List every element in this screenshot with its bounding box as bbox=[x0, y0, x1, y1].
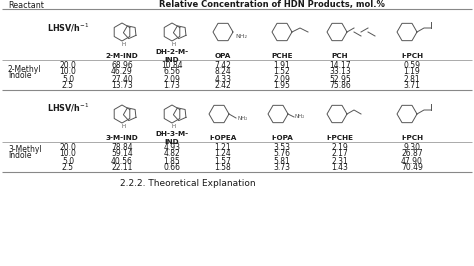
Text: 1.43: 1.43 bbox=[331, 164, 348, 172]
Text: i-PCHE: i-PCHE bbox=[327, 135, 354, 141]
Text: 2.2.2. Theoretical Explanation: 2.2.2. Theoretical Explanation bbox=[120, 180, 255, 189]
Text: 1.24: 1.24 bbox=[215, 149, 231, 159]
Text: PCH: PCH bbox=[332, 53, 348, 59]
Text: 59.14: 59.14 bbox=[111, 149, 133, 159]
Text: 52.95: 52.95 bbox=[329, 74, 351, 84]
Text: 68.96: 68.96 bbox=[111, 60, 133, 69]
Text: i-PCH: i-PCH bbox=[401, 135, 423, 141]
Text: 33.13: 33.13 bbox=[329, 68, 351, 77]
Text: LHSV/h$^{-1}$: LHSV/h$^{-1}$ bbox=[47, 102, 89, 114]
Text: 2.5: 2.5 bbox=[62, 81, 74, 90]
Text: Indole: Indole bbox=[8, 70, 31, 80]
Text: 2.19: 2.19 bbox=[332, 143, 348, 152]
Text: 20.0: 20.0 bbox=[60, 143, 76, 152]
Text: 1.91: 1.91 bbox=[273, 60, 291, 69]
Text: 46.29: 46.29 bbox=[111, 68, 133, 77]
Text: 40.56: 40.56 bbox=[111, 156, 133, 165]
Text: 1.57: 1.57 bbox=[215, 156, 231, 165]
Text: DH-3-M-
IND: DH-3-M- IND bbox=[155, 131, 189, 144]
Text: 5.81: 5.81 bbox=[273, 156, 291, 165]
Text: NH₂: NH₂ bbox=[238, 115, 248, 120]
Text: 10.0: 10.0 bbox=[60, 149, 76, 159]
Text: 22.11: 22.11 bbox=[111, 164, 133, 172]
Text: 2.42: 2.42 bbox=[215, 81, 231, 90]
Text: 2.31: 2.31 bbox=[332, 156, 348, 165]
Text: 4.93: 4.93 bbox=[164, 143, 181, 152]
Text: Reactant: Reactant bbox=[8, 1, 44, 10]
Text: i-OPA: i-OPA bbox=[271, 135, 293, 141]
Text: 3.73: 3.73 bbox=[273, 164, 291, 172]
Text: 14.17: 14.17 bbox=[329, 60, 351, 69]
Text: 2.5: 2.5 bbox=[62, 164, 74, 172]
Text: i-PCH: i-PCH bbox=[401, 53, 423, 59]
Text: 5.0: 5.0 bbox=[62, 156, 74, 165]
Text: H: H bbox=[172, 124, 176, 130]
Text: 13.73: 13.73 bbox=[111, 81, 133, 90]
Text: 0.66: 0.66 bbox=[164, 164, 181, 172]
Text: 2.81: 2.81 bbox=[404, 74, 420, 84]
Text: OPA: OPA bbox=[215, 53, 231, 59]
Text: 75.86: 75.86 bbox=[329, 81, 351, 90]
Text: H: H bbox=[172, 43, 176, 48]
Text: 8.24: 8.24 bbox=[215, 68, 231, 77]
Text: 1.85: 1.85 bbox=[164, 156, 181, 165]
Text: 1.73: 1.73 bbox=[164, 81, 181, 90]
Text: 2-M-IND: 2-M-IND bbox=[106, 53, 138, 59]
Text: LHSV/h$^{-1}$: LHSV/h$^{-1}$ bbox=[47, 22, 89, 34]
Text: 4.33: 4.33 bbox=[215, 74, 231, 84]
Text: i-OPEA: i-OPEA bbox=[210, 135, 237, 141]
Text: NH₂: NH₂ bbox=[235, 34, 247, 39]
Text: 20.0: 20.0 bbox=[60, 60, 76, 69]
Text: 10.84: 10.84 bbox=[161, 60, 183, 69]
Text: 3.53: 3.53 bbox=[273, 143, 291, 152]
Text: 7.42: 7.42 bbox=[215, 60, 231, 69]
Text: H: H bbox=[122, 43, 126, 48]
Text: 5.76: 5.76 bbox=[273, 149, 291, 159]
Text: 78.84: 78.84 bbox=[111, 143, 133, 152]
Text: 10.0: 10.0 bbox=[60, 68, 76, 77]
Text: 3.71: 3.71 bbox=[403, 81, 420, 90]
Text: 0.59: 0.59 bbox=[403, 60, 420, 69]
Text: Relative Concentration of HDN Products, mol.%: Relative Concentration of HDN Products, … bbox=[159, 1, 385, 10]
Text: 2.09: 2.09 bbox=[273, 74, 291, 84]
Text: 2.17: 2.17 bbox=[332, 149, 348, 159]
Text: 4.82: 4.82 bbox=[164, 149, 181, 159]
Text: 1.19: 1.19 bbox=[404, 68, 420, 77]
Text: NH₂: NH₂ bbox=[295, 114, 305, 119]
Text: 5.0: 5.0 bbox=[62, 74, 74, 84]
Text: 2-Methyl: 2-Methyl bbox=[8, 64, 42, 73]
Text: 47.90: 47.90 bbox=[401, 156, 423, 165]
Text: DH-2-M-
IND: DH-2-M- IND bbox=[155, 49, 189, 63]
Text: H: H bbox=[122, 124, 126, 130]
Text: 26.87: 26.87 bbox=[401, 149, 423, 159]
Text: 1.21: 1.21 bbox=[215, 143, 231, 152]
Text: 6.56: 6.56 bbox=[164, 68, 181, 77]
Text: 1.52: 1.52 bbox=[273, 68, 291, 77]
Text: Indole: Indole bbox=[8, 151, 31, 160]
Text: 9.30: 9.30 bbox=[403, 143, 420, 152]
Text: 27.40: 27.40 bbox=[111, 74, 133, 84]
Text: 3-M-IND: 3-M-IND bbox=[106, 135, 138, 141]
Text: 70.49: 70.49 bbox=[401, 164, 423, 172]
Text: 1.95: 1.95 bbox=[273, 81, 291, 90]
Text: 3-Methyl: 3-Methyl bbox=[8, 144, 42, 153]
Text: 1.58: 1.58 bbox=[215, 164, 231, 172]
Text: PCHE: PCHE bbox=[271, 53, 293, 59]
Text: 2.09: 2.09 bbox=[164, 74, 181, 84]
